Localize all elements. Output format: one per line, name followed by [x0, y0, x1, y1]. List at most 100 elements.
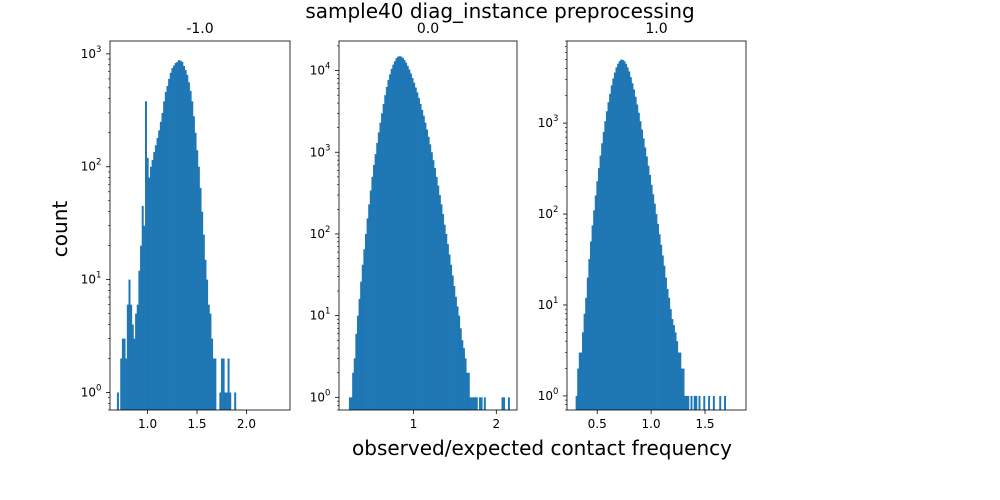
histogram-bar [443, 224, 446, 410]
histogram-bar [419, 103, 422, 411]
histogram-bar [586, 277, 589, 410]
x-tick-label: 1.5 [695, 417, 714, 431]
histogram-bar [607, 102, 610, 410]
histogram-bar [698, 395, 701, 410]
y-tick-label: 10 [310, 145, 325, 159]
histogram-bar [621, 59, 624, 411]
histogram-bar [181, 61, 184, 410]
histogram-bar [618, 61, 621, 411]
histogram-bar [474, 397, 477, 410]
histogram-bars [348, 56, 510, 411]
histogram-bar [629, 77, 632, 410]
histogram-bar [685, 395, 688, 410]
histogram-bar [401, 57, 404, 411]
histogram-bar [652, 194, 655, 410]
y-tick-exponent: 0 [553, 387, 558, 397]
histogram-bar [206, 279, 209, 410]
histogram-bar [376, 142, 379, 410]
x-tick-label: 1.0 [138, 417, 157, 431]
histogram-bar [365, 233, 367, 410]
histogram-bar [456, 306, 459, 410]
histogram-bar [121, 338, 124, 410]
x-tick-label: 0.5 [588, 417, 607, 431]
histogram-bar [168, 78, 171, 410]
histogram-bar [503, 397, 506, 410]
histogram-bar [682, 368, 685, 410]
histogram-bar [164, 91, 167, 411]
histogram-bar [225, 392, 228, 410]
histogram-bar [480, 397, 483, 410]
histogram-bar [422, 115, 425, 410]
histogram-bar [588, 259, 591, 410]
histogram-bar [229, 392, 232, 410]
histogram-bar [369, 190, 372, 410]
histogram-bar [414, 87, 417, 410]
histogram-bar [166, 85, 169, 411]
histogram-bar [594, 195, 597, 410]
histogram-bar [469, 397, 472, 410]
histogram-bar [669, 309, 672, 410]
histogram-bar [438, 194, 441, 410]
histogram-bar [601, 143, 604, 411]
y-tick-label: 10 [538, 389, 553, 403]
histogram-bar [159, 121, 162, 410]
histogram-bar [123, 338, 126, 410]
histogram-bar [674, 332, 677, 410]
histogram-bar [668, 297, 671, 410]
histogram-bar [589, 241, 592, 410]
histogram-bar [133, 338, 136, 410]
histogram-bar [578, 352, 581, 410]
y-tick-label: 10 [81, 160, 96, 174]
figure-suptitle: sample40 diag_instance preprocessing [305, 0, 694, 23]
histogram-bar [377, 132, 380, 410]
x-axis-label: observed/expected contact frequency [352, 436, 732, 460]
histogram-bar [620, 59, 623, 411]
x-tick-label: 1.5 [187, 417, 206, 431]
histogram-bar [202, 234, 205, 410]
histogram-bar [712, 395, 715, 410]
histogram-bar [413, 82, 416, 410]
histogram-bar [125, 358, 128, 410]
histogram-bar [631, 83, 634, 411]
histogram-bar [454, 296, 457, 410]
histogram-bar [199, 187, 202, 410]
histogram-bar [148, 177, 151, 410]
histogram-bar [409, 73, 412, 410]
histogram-bar [191, 101, 194, 411]
histogram-bar [211, 338, 214, 410]
histogram-bar [381, 113, 384, 411]
histogram-bar [612, 78, 615, 410]
histogram-bar [209, 313, 212, 410]
y-tick-label: 10 [81, 273, 96, 287]
histogram-bar [429, 144, 432, 410]
histogram-bar [149, 166, 152, 410]
histogram-bar [194, 132, 197, 410]
histogram-bar [577, 368, 580, 410]
histogram-bar [390, 68, 393, 410]
histogram-bar [605, 111, 608, 411]
y-tick-exponent: 2 [96, 158, 101, 168]
histogram-bar [145, 101, 147, 411]
histogram-bar [135, 313, 138, 410]
histogram-bar [660, 244, 663, 410]
y-tick-exponent: 4 [325, 62, 330, 72]
histogram-bar [169, 72, 172, 411]
histogram-bar [690, 395, 693, 410]
histogram-bar [472, 397, 475, 410]
y-tick-exponent: 1 [325, 307, 330, 317]
histogram-bar [593, 210, 596, 410]
histogram-bar [163, 101, 166, 411]
histogram-bar [448, 254, 451, 410]
histogram-bar [451, 275, 454, 410]
histogram-bar [141, 205, 144, 410]
histogram-bar [695, 395, 698, 410]
histogram-bar [154, 145, 157, 410]
y-tick-exponent: 2 [325, 225, 330, 235]
histogram-bar [184, 69, 187, 410]
histogram-bar [666, 288, 669, 410]
histogram-bar [687, 395, 690, 410]
x-tick-label: 2 [492, 417, 500, 431]
y-tick-label: 10 [538, 298, 553, 312]
histogram-bar [411, 78, 414, 410]
